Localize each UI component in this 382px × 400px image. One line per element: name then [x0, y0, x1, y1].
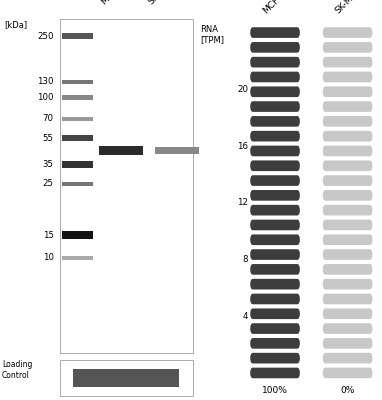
FancyBboxPatch shape: [250, 368, 300, 378]
Text: 130: 130: [37, 78, 53, 86]
FancyBboxPatch shape: [323, 368, 372, 378]
FancyBboxPatch shape: [250, 190, 300, 201]
FancyBboxPatch shape: [250, 27, 300, 38]
Text: 8: 8: [243, 255, 248, 264]
Bar: [155, 147, 199, 154]
Text: [kDa]: [kDa]: [4, 20, 27, 29]
FancyBboxPatch shape: [250, 86, 300, 97]
Text: SK-MEL-30: SK-MEL-30: [333, 0, 373, 15]
Bar: [62, 96, 93, 100]
FancyBboxPatch shape: [250, 146, 300, 156]
Bar: [62, 33, 93, 39]
FancyBboxPatch shape: [323, 160, 372, 171]
FancyBboxPatch shape: [323, 294, 372, 304]
FancyBboxPatch shape: [250, 220, 300, 230]
Text: Low: Low: [144, 364, 162, 372]
FancyBboxPatch shape: [250, 249, 300, 260]
Text: 70: 70: [43, 114, 53, 123]
FancyBboxPatch shape: [250, 57, 300, 68]
Text: 100%: 100%: [262, 386, 288, 395]
Text: 16: 16: [237, 142, 248, 150]
Text: Loading
Control: Loading Control: [2, 360, 32, 380]
FancyBboxPatch shape: [250, 131, 300, 142]
FancyBboxPatch shape: [323, 205, 372, 216]
FancyBboxPatch shape: [323, 353, 372, 364]
Bar: [73, 369, 179, 387]
FancyBboxPatch shape: [323, 190, 372, 201]
Text: MCF-7: MCF-7: [261, 0, 287, 15]
FancyBboxPatch shape: [250, 353, 300, 364]
FancyBboxPatch shape: [250, 294, 300, 304]
Text: 55: 55: [43, 134, 53, 143]
FancyBboxPatch shape: [250, 160, 300, 171]
FancyBboxPatch shape: [250, 101, 300, 112]
FancyBboxPatch shape: [323, 101, 372, 112]
Bar: [62, 135, 93, 142]
FancyBboxPatch shape: [250, 175, 300, 186]
FancyBboxPatch shape: [250, 72, 300, 82]
Bar: [60, 360, 193, 396]
Text: SK-MEL-30: SK-MEL-30: [147, 0, 186, 6]
Text: 0%: 0%: [340, 386, 355, 395]
Bar: [62, 80, 93, 84]
Text: RNA
[TPM]: RNA [TPM]: [201, 25, 225, 44]
Text: 250: 250: [37, 32, 53, 41]
Text: High: High: [89, 364, 110, 372]
FancyBboxPatch shape: [250, 338, 300, 349]
FancyBboxPatch shape: [250, 116, 300, 127]
Bar: [62, 116, 93, 121]
FancyBboxPatch shape: [323, 220, 372, 230]
Text: 35: 35: [43, 160, 53, 169]
FancyBboxPatch shape: [323, 308, 372, 319]
FancyBboxPatch shape: [250, 264, 300, 275]
FancyBboxPatch shape: [323, 116, 372, 127]
FancyBboxPatch shape: [250, 42, 300, 53]
Text: MCF-7: MCF-7: [99, 0, 125, 6]
FancyBboxPatch shape: [323, 57, 372, 68]
FancyBboxPatch shape: [323, 234, 372, 245]
FancyBboxPatch shape: [323, 338, 372, 349]
FancyBboxPatch shape: [323, 249, 372, 260]
Bar: [99, 146, 143, 156]
Text: 20: 20: [237, 85, 248, 94]
Text: 12: 12: [237, 198, 248, 207]
Text: 25: 25: [43, 180, 53, 188]
FancyBboxPatch shape: [250, 234, 300, 245]
Text: 15: 15: [43, 230, 53, 240]
FancyBboxPatch shape: [250, 323, 300, 334]
Bar: [60, 18, 193, 353]
FancyBboxPatch shape: [250, 308, 300, 319]
Text: 4: 4: [243, 312, 248, 321]
FancyBboxPatch shape: [250, 205, 300, 216]
FancyBboxPatch shape: [323, 27, 372, 38]
FancyBboxPatch shape: [323, 86, 372, 97]
FancyBboxPatch shape: [323, 279, 372, 290]
Bar: [62, 231, 93, 239]
Bar: [62, 256, 93, 260]
FancyBboxPatch shape: [323, 264, 372, 275]
FancyBboxPatch shape: [323, 146, 372, 156]
FancyBboxPatch shape: [323, 42, 372, 53]
FancyBboxPatch shape: [323, 323, 372, 334]
FancyBboxPatch shape: [323, 175, 372, 186]
Text: 10: 10: [43, 254, 53, 262]
Bar: [62, 182, 93, 186]
FancyBboxPatch shape: [323, 131, 372, 142]
FancyBboxPatch shape: [250, 279, 300, 290]
FancyBboxPatch shape: [323, 72, 372, 82]
Bar: [62, 161, 93, 168]
Text: 100: 100: [37, 93, 53, 102]
